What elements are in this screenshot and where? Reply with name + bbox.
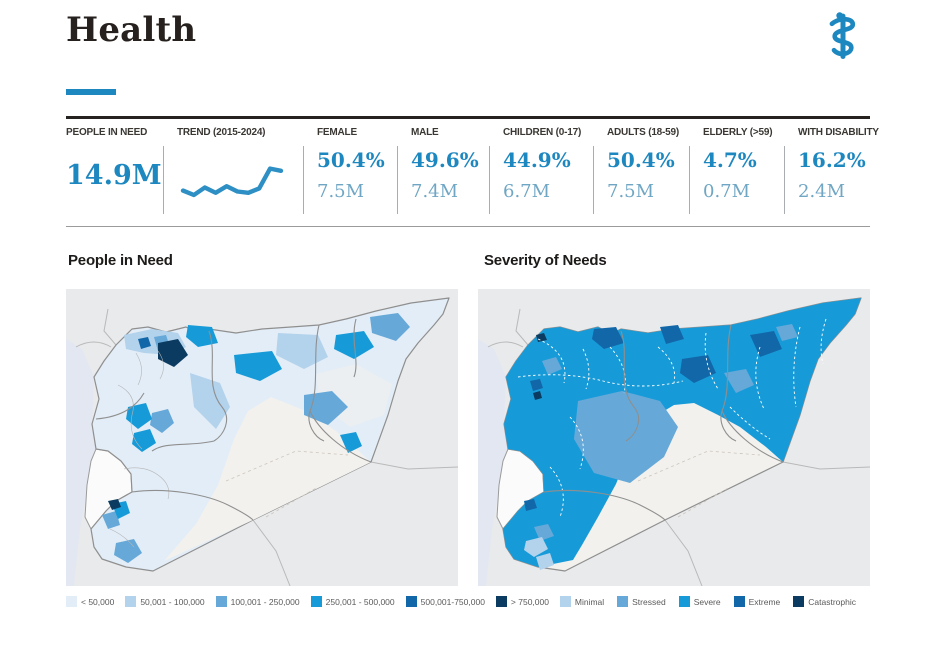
admin-borders <box>95 318 372 548</box>
trend-sparkline <box>180 166 284 198</box>
legend-swatch <box>215 596 227 607</box>
stat-percent: 49.6% <box>411 148 479 172</box>
legend-swatch <box>733 596 745 607</box>
legend-label: Catastrophic <box>808 596 856 607</box>
legend-label: < 50,000 <box>81 596 115 607</box>
stat-value: 2.4M <box>798 181 846 202</box>
stat-label: ELDERLY (>59) <box>703 127 773 138</box>
legends-row: < 50,000 50,001 - 100,000 100,001 - 250,00… <box>66 596 870 607</box>
legend-label: 100,001 - 250,000 <box>230 596 300 607</box>
map-panel-severity <box>478 289 870 586</box>
legend-item: > 750,000 <box>495 596 549 607</box>
syria-choropleth <box>502 297 862 572</box>
stat-percent: 16.2% <box>798 148 866 172</box>
admin-borders <box>517 318 827 521</box>
legend-item: Extreme <box>733 596 781 607</box>
legend-swatch <box>310 596 322 607</box>
header: Health <box>66 0 870 62</box>
legend-label: 500,001-750,000 <box>420 596 485 607</box>
stat-value: 7.5M <box>607 181 655 202</box>
legend-item: < 50,000 <box>66 596 114 607</box>
stat-label: WITH DISABILITY <box>798 127 879 138</box>
legend-label: Severe <box>693 596 721 607</box>
legend-swatch <box>559 596 571 607</box>
legend-item: 50,001 - 100,000 <box>125 596 205 607</box>
legend-item: Stressed <box>617 596 666 607</box>
stat-percent: 50.4% <box>607 148 675 172</box>
legend-label: Stressed <box>632 596 666 607</box>
stat-col-with-disability: WITH DISABILITY 16.2% 2.4M <box>784 119 879 226</box>
legend-swatch <box>66 596 77 607</box>
map-background <box>478 308 870 586</box>
map-title-severity: Severity of Needs <box>484 252 607 269</box>
maps-row <box>66 289 870 586</box>
map-severity-of-needs <box>478 297 870 586</box>
health-cluster-icon <box>829 12 856 59</box>
legend-people-in-need: < 50,000 50,001 - 100,000 100,001 - 250,00… <box>66 596 549 607</box>
map-title-people-in-need: People in Need <box>68 252 173 269</box>
legend-item: 100,001 - 250,000 <box>215 596 300 607</box>
legend-label: Minimal <box>574 596 605 607</box>
stat-percent: 44.9% <box>503 148 571 172</box>
legend-label: > 750,000 <box>510 596 549 607</box>
legend-swatch <box>405 596 417 607</box>
people-in-need-value: 14.9M <box>66 160 162 191</box>
legend-label: 250,001 - 500,000 <box>325 596 395 607</box>
legend-label: Extreme <box>748 596 781 607</box>
legend-swatch <box>793 596 805 607</box>
legend-label: 50,001 - 100,000 <box>140 596 205 607</box>
legend-severity: Minimal Stressed Severe Extreme Catastrophic <box>478 596 870 607</box>
syria-choropleth <box>90 297 450 572</box>
legend-swatch <box>678 596 690 607</box>
stat-value: 6.7M <box>503 181 551 202</box>
stat-label: FEMALE <box>317 127 357 138</box>
map-panel-people-in-need <box>66 289 458 586</box>
legend-item: Severe <box>678 596 721 607</box>
legend-swatch <box>617 596 629 607</box>
stat-col-female: FEMALE 50.4% 7.5M <box>303 119 397 226</box>
map-people-in-need <box>66 297 458 586</box>
map-headings: People in Need Severity of Needs <box>66 252 870 269</box>
stat-label: MALE <box>411 127 439 138</box>
stat-label: TREND (2015-2024) <box>177 127 266 138</box>
stat-percent: 4.7% <box>703 148 757 172</box>
legend-swatch <box>495 596 507 607</box>
legend-item: Minimal <box>559 596 605 607</box>
stat-col-trend: TREND (2015-2024) <box>163 119 303 226</box>
stats-strip: PEOPLE IN NEED 14.9M TREND (2015-2024) F… <box>66 116 879 227</box>
legend-item: 500,001-750,000 <box>405 596 485 607</box>
stat-label: ADULTS (18-59) <box>607 127 680 138</box>
legend-item: 250,001 - 500,000 <box>310 596 395 607</box>
stat-percent: 50.4% <box>317 148 385 172</box>
stat-value: 7.5M <box>317 181 365 202</box>
map-background <box>66 308 458 586</box>
stat-label: CHILDREN (0-17) <box>503 127 582 138</box>
stat-col-elderly: ELDERLY (>59) 4.7% 0.7M <box>689 119 784 226</box>
stat-col-people-in-need: PEOPLE IN NEED 14.9M <box>66 119 163 226</box>
stat-label: PEOPLE IN NEED <box>66 127 148 138</box>
title-accent-bar <box>66 89 116 95</box>
stat-value: 7.4M <box>411 181 459 202</box>
stat-col-male: MALE 49.6% 7.4M <box>397 119 489 226</box>
page-title: Health <box>66 10 197 50</box>
legend-swatch <box>125 596 137 607</box>
stat-value: 0.7M <box>703 181 751 202</box>
stat-col-adults: ADULTS (18-59) 50.4% 7.5M <box>593 119 689 226</box>
legend-item: Catastrophic <box>793 596 856 607</box>
stat-col-children: CHILDREN (0-17) 44.9% 6.7M <box>489 119 593 226</box>
